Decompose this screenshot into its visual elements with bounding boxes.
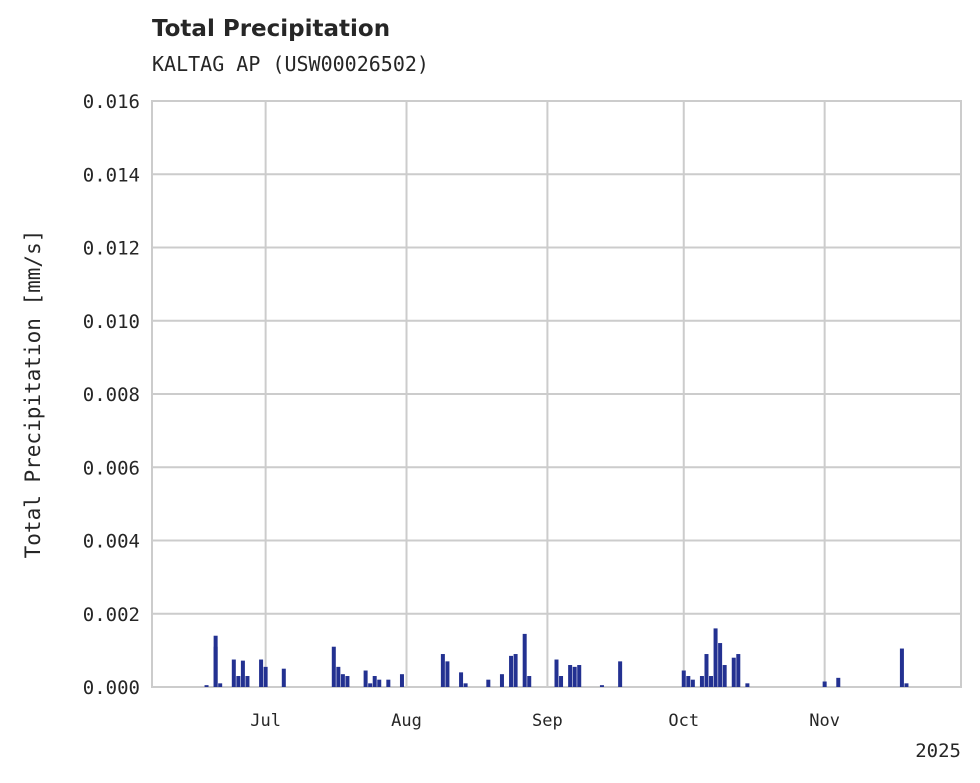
y-tick-label: 0.014 — [83, 164, 140, 186]
precip-bar — [731, 657, 736, 687]
precip-bar — [213, 635, 218, 687]
y-tick-label: 0.010 — [83, 311, 140, 333]
precip-bar — [690, 679, 695, 687]
precip-bar — [899, 648, 904, 687]
precip-bar — [722, 665, 727, 687]
precip-bar — [559, 676, 564, 687]
precip-bar — [836, 677, 841, 687]
precip-bar — [340, 674, 345, 687]
chart-title: Total Precipitation — [152, 16, 391, 42]
precip-bar — [231, 659, 236, 687]
precip-bar — [572, 666, 577, 687]
x-tick-label: Aug — [391, 711, 422, 731]
x-tick-label: Sep — [532, 711, 563, 731]
precip-bar — [281, 668, 286, 687]
precip-bar — [399, 674, 404, 687]
precip-bar — [577, 665, 582, 687]
precip-bar — [445, 661, 450, 687]
precip-bar — [699, 676, 704, 687]
y-tick-label: 0.008 — [83, 384, 140, 406]
y-tick-label: 0.004 — [83, 531, 140, 553]
y-tick-label: 0.002 — [83, 604, 140, 626]
precip-bar — [331, 646, 336, 687]
precip-bar — [513, 654, 518, 687]
x-axis-year-label: 2025 — [915, 740, 961, 762]
x-tick-label: Nov — [809, 711, 840, 731]
x-tick-label: Jul — [250, 711, 281, 731]
y-axis-ticks: 0.000 0.002 0.004 0.006 0.008 0.010 0.012 0.014… — [83, 91, 140, 699]
precip-bar — [368, 683, 373, 687]
precip-bar — [440, 654, 445, 687]
precip-bar — [736, 654, 741, 687]
precip-bar — [259, 659, 264, 687]
y-tick-label: 0.016 — [83, 91, 140, 113]
precip-bar — [527, 676, 532, 687]
precip-bar — [686, 676, 691, 687]
y-axis-label: Total Precipitation [mm/s] — [21, 230, 45, 559]
precip-bar — [709, 676, 714, 687]
precip-bar — [245, 676, 250, 687]
precip-bar — [377, 679, 382, 687]
precip-bar — [345, 676, 350, 687]
precip-bar — [336, 666, 341, 687]
precipitation-series — [204, 628, 909, 687]
precip-bar — [568, 665, 573, 687]
y-tick-label: 0.012 — [83, 238, 140, 260]
precip-bar — [363, 670, 368, 687]
precip-bar — [618, 661, 623, 687]
precip-bar — [599, 685, 604, 687]
precip-bar — [372, 676, 377, 687]
precip-bar — [240, 660, 245, 687]
chart-subtitle: KALTAG AP (USW00026502) — [152, 52, 429, 76]
precip-bar — [681, 670, 686, 687]
precip-bar — [713, 628, 718, 687]
precip-bar — [386, 679, 391, 687]
gridlines — [152, 100, 961, 688]
precip-bar — [554, 659, 559, 687]
precip-bar — [204, 685, 209, 687]
precip-bar — [236, 676, 241, 687]
precip-bar — [522, 633, 527, 687]
precip-bar — [263, 666, 268, 687]
precip-bar — [218, 683, 223, 687]
precip-bar — [904, 683, 909, 687]
x-tick-label: Oct — [668, 711, 699, 731]
precip-bar — [486, 679, 491, 687]
x-axis-ticks: Jul Aug Sep Oct Nov — [250, 711, 840, 731]
precip-bar — [509, 655, 514, 687]
precip-bar — [822, 681, 827, 687]
precip-bar — [745, 683, 750, 687]
precip-bar — [704, 654, 709, 687]
precip-bar — [499, 674, 504, 687]
y-tick-label: 0.006 — [83, 457, 140, 479]
precip-bar — [459, 672, 464, 687]
y-tick-label: 0.000 — [83, 677, 140, 699]
precip-bar — [718, 643, 723, 687]
precip-bar — [463, 683, 468, 687]
